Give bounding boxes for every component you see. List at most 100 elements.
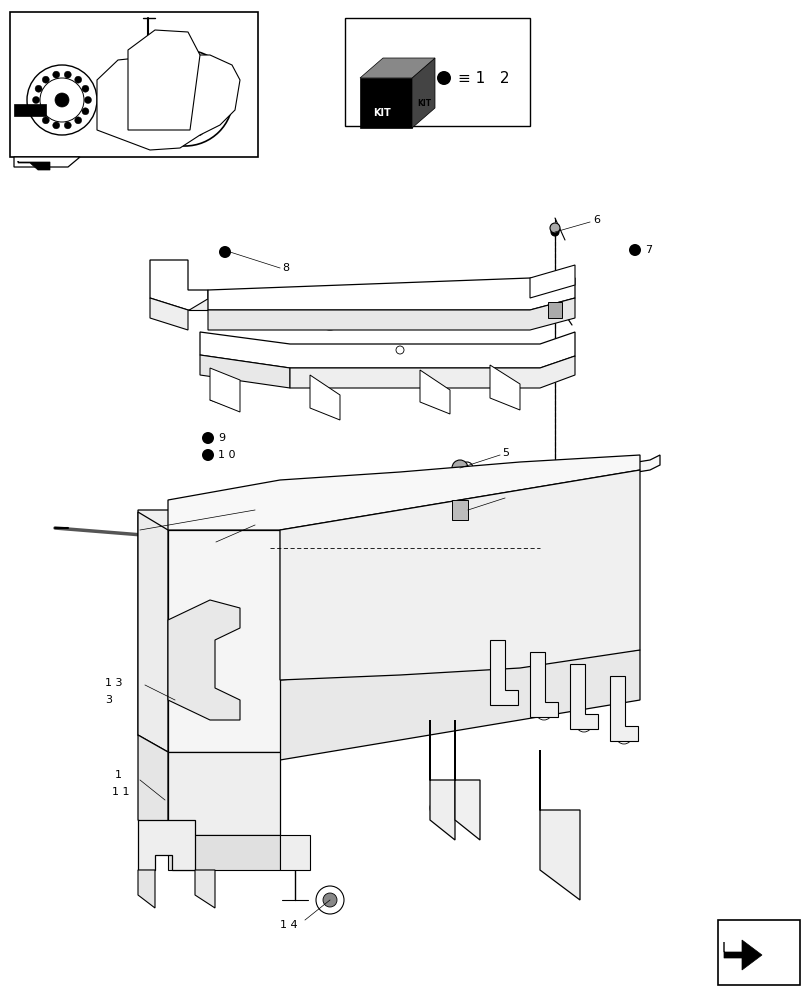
Circle shape — [324, 311, 335, 321]
Circle shape — [82, 108, 89, 115]
Polygon shape — [290, 356, 574, 388]
Text: 3: 3 — [105, 695, 112, 705]
Text: 1 1: 1 1 — [112, 787, 129, 797]
Polygon shape — [539, 750, 579, 900]
Circle shape — [202, 432, 214, 444]
Polygon shape — [210, 368, 240, 412]
Circle shape — [53, 71, 60, 78]
Polygon shape — [138, 512, 168, 752]
Polygon shape — [454, 720, 479, 840]
Circle shape — [206, 119, 215, 128]
Text: 4: 4 — [506, 491, 513, 501]
Text: 6: 6 — [592, 215, 599, 225]
Text: 2: 2 — [258, 503, 265, 513]
Text: 9: 9 — [217, 433, 225, 443]
Circle shape — [436, 71, 450, 85]
Polygon shape — [452, 500, 467, 520]
Polygon shape — [547, 302, 561, 318]
Circle shape — [42, 76, 49, 83]
Text: KIT: KIT — [372, 108, 390, 118]
Polygon shape — [188, 298, 208, 310]
Polygon shape — [280, 470, 639, 680]
Circle shape — [551, 228, 558, 236]
Circle shape — [629, 244, 640, 256]
Bar — [345, 18, 530, 126]
Polygon shape — [200, 332, 574, 368]
Polygon shape — [138, 870, 155, 908]
Circle shape — [84, 97, 92, 104]
Polygon shape — [530, 652, 557, 717]
Bar — [14, 104, 46, 116]
Polygon shape — [430, 720, 454, 840]
Circle shape — [82, 85, 89, 92]
Text: ≡ 1   2: ≡ 1 2 — [457, 71, 508, 86]
Circle shape — [64, 71, 71, 78]
Polygon shape — [150, 260, 270, 310]
Circle shape — [75, 117, 82, 124]
Circle shape — [194, 127, 203, 136]
Circle shape — [147, 80, 156, 89]
Circle shape — [64, 122, 71, 129]
Circle shape — [166, 60, 175, 69]
Polygon shape — [150, 298, 188, 330]
Text: 1 4: 1 4 — [280, 920, 298, 930]
Polygon shape — [489, 365, 519, 410]
Circle shape — [75, 76, 82, 83]
Polygon shape — [359, 58, 435, 78]
Circle shape — [35, 85, 42, 92]
Polygon shape — [168, 530, 280, 752]
Circle shape — [207, 534, 223, 550]
Circle shape — [228, 536, 236, 544]
Circle shape — [35, 108, 42, 115]
Text: 3: 3 — [258, 518, 264, 528]
Polygon shape — [138, 820, 195, 870]
Text: 5: 5 — [501, 448, 508, 458]
Text: 1 3: 1 3 — [105, 678, 122, 688]
Circle shape — [32, 97, 40, 104]
Circle shape — [223, 531, 241, 549]
Circle shape — [42, 117, 49, 124]
Polygon shape — [128, 30, 200, 130]
Text: KIT: KIT — [417, 99, 431, 108]
Polygon shape — [168, 752, 280, 835]
Circle shape — [53, 122, 60, 129]
Polygon shape — [168, 600, 240, 720]
Circle shape — [213, 107, 222, 116]
Polygon shape — [208, 298, 574, 330]
Circle shape — [180, 58, 189, 67]
Circle shape — [180, 130, 189, 139]
Text: KIT: KIT — [372, 108, 390, 118]
Circle shape — [155, 119, 164, 128]
Circle shape — [219, 246, 230, 258]
Polygon shape — [530, 265, 574, 298]
Circle shape — [55, 93, 69, 107]
Polygon shape — [168, 455, 639, 530]
Polygon shape — [18, 161, 50, 170]
Circle shape — [176, 89, 194, 107]
Polygon shape — [138, 510, 275, 750]
Polygon shape — [359, 78, 411, 128]
Circle shape — [144, 94, 153, 103]
Circle shape — [217, 94, 225, 103]
Polygon shape — [138, 735, 168, 835]
Polygon shape — [310, 375, 340, 420]
Polygon shape — [723, 940, 761, 970]
Circle shape — [155, 68, 164, 77]
Polygon shape — [489, 640, 517, 705]
Circle shape — [147, 107, 156, 116]
Circle shape — [206, 68, 215, 77]
Circle shape — [549, 223, 560, 233]
Polygon shape — [419, 370, 449, 414]
Text: 8: 8 — [281, 263, 289, 273]
Bar — [10, 12, 258, 157]
Text: 1 0: 1 0 — [217, 450, 235, 460]
Circle shape — [213, 80, 222, 89]
Polygon shape — [195, 870, 215, 908]
Circle shape — [202, 449, 214, 461]
Polygon shape — [411, 58, 435, 128]
Polygon shape — [569, 664, 597, 729]
Polygon shape — [97, 55, 240, 150]
Circle shape — [166, 127, 175, 136]
Polygon shape — [280, 835, 310, 870]
Circle shape — [323, 893, 337, 907]
